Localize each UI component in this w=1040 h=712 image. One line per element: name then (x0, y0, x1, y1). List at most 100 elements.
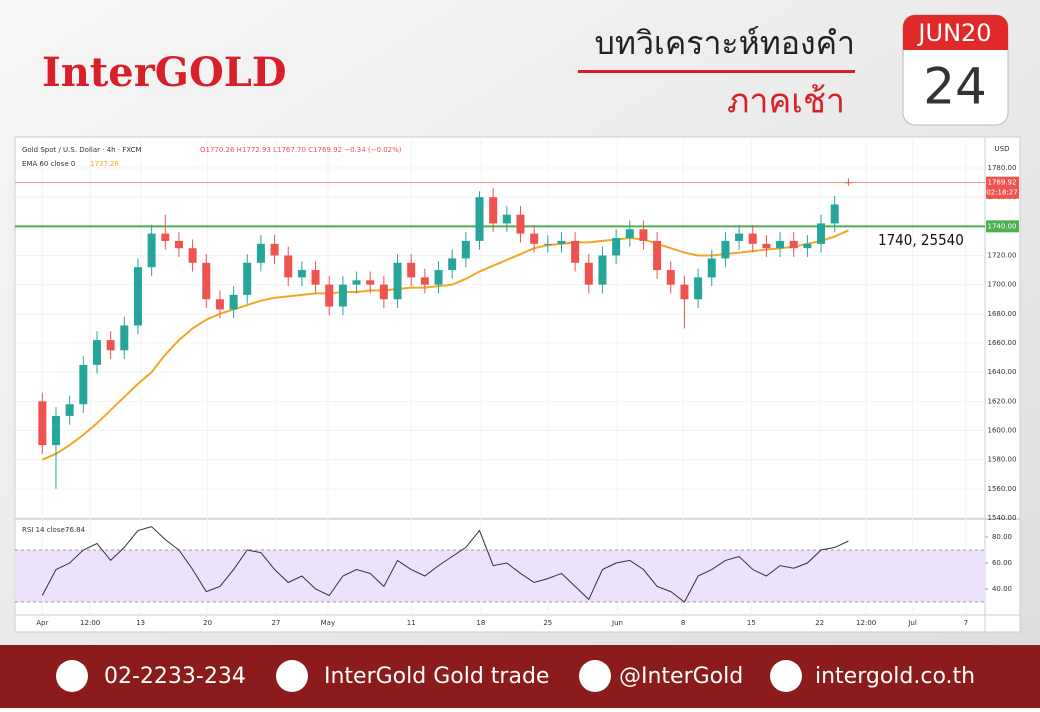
ohlc: O1770.26 H1772.93 L1767.70 C1769.92 −0.3… (200, 146, 402, 154)
symbol: Gold Spot / U.S. Dollar · 4h · FXCM (22, 146, 142, 154)
web-icon (770, 660, 802, 692)
candle-body (461, 240, 470, 259)
candle-body (530, 233, 539, 244)
candle-body (844, 182, 853, 184)
candle-body (502, 214, 511, 224)
y-tick-label: 1660.00 (988, 339, 1017, 347)
line-id: @InterGold (619, 664, 743, 689)
x-tick-label: 15 (747, 619, 756, 627)
candle-body (707, 258, 716, 278)
candle-body (270, 243, 279, 256)
candle-body (489, 197, 498, 224)
candle-body (325, 284, 334, 307)
candle-body (393, 262, 402, 300)
facebook-icon (276, 660, 308, 692)
calendar-day: 24 (923, 58, 987, 116)
candle-body (120, 325, 129, 351)
candle-body (817, 223, 826, 244)
plot: 1540.001560.001580.001600.001620.001640.… (15, 140, 1019, 627)
subtitle: ภาคเช้า (727, 82, 845, 122)
title: บทวิเคราะห์ทองคำ (595, 24, 855, 62)
candle-body (297, 270, 306, 278)
candle-body (174, 240, 183, 249)
x-tick-label: 20 (203, 619, 212, 627)
candle-body (584, 262, 593, 285)
x-tick-label: Apr (36, 619, 48, 627)
y-tick-label: 1580.00 (988, 456, 1017, 464)
candle-body (352, 280, 361, 285)
candle-body (571, 240, 580, 263)
x-tick-label: Jun (611, 619, 623, 627)
candle-body (106, 340, 115, 351)
candle-body (598, 255, 607, 285)
candle-body (721, 240, 730, 259)
rsi-name: RSI 14 close (22, 526, 65, 534)
candle-body (748, 233, 757, 244)
y-tick-label: 1600.00 (988, 427, 1017, 435)
candle-body (147, 233, 156, 268)
rsi-line (41, 526, 849, 603)
candle-body (215, 299, 224, 310)
candle-body (366, 280, 375, 285)
last-price-tag (986, 176, 1019, 199)
candle-body (789, 240, 798, 249)
candle-body (420, 277, 429, 285)
candle-body (311, 270, 320, 285)
title-rule (578, 70, 855, 73)
x-tick-label: 12:00 (856, 619, 876, 627)
candle-body (653, 240, 662, 271)
x-tick-label: 7 (964, 619, 968, 627)
rsi-tick-label: 80.00 (992, 533, 1012, 541)
ema-value: 1737.26 (90, 160, 119, 168)
candle-body (448, 258, 457, 271)
candle-body (543, 243, 552, 245)
candle-body (51, 415, 60, 446)
rsi-tick-label: 40.00 (992, 585, 1012, 593)
facebook: InterGold Gold trade (324, 664, 549, 689)
candle-body (188, 248, 197, 263)
x-tick-label: 25 (543, 619, 552, 627)
y-tick-label: 1620.00 (988, 397, 1017, 405)
x-tick-label: 11 (407, 619, 416, 627)
candle-body (229, 294, 238, 310)
candle-body (639, 229, 648, 241)
candle-body (407, 262, 416, 278)
y-tick-label: 1540.00 (988, 514, 1017, 522)
x-tick-label: Jul (907, 619, 917, 627)
candle-body (65, 404, 74, 416)
ema-line (41, 229, 849, 461)
phone: 02-2233-234 (104, 664, 246, 689)
candle-body (625, 229, 634, 238)
y-tick-label: 1720.00 (988, 252, 1017, 260)
x-tick-label: May (321, 619, 335, 627)
candle-body (516, 214, 525, 234)
candle-body (133, 267, 142, 326)
candle-body (379, 284, 388, 300)
level-label: 1740.00 (988, 222, 1017, 230)
x-tick-label: 22 (815, 619, 824, 627)
rsi-value: 76.84 (65, 526, 86, 534)
y-tick-label: 1560.00 (988, 485, 1017, 493)
brand: InterGOLD (42, 49, 287, 96)
candle-body (434, 270, 443, 285)
candle-body (694, 277, 703, 300)
x-tick-label: 12:00 (80, 619, 100, 627)
line-icon (579, 660, 611, 692)
candle-body (38, 401, 47, 446)
candle-body (92, 340, 101, 365)
candle-body (202, 262, 211, 300)
candle-body (161, 233, 170, 241)
candle-body (475, 197, 484, 241)
x-tick-label: 13 (136, 619, 145, 627)
website: intergold.co.th (815, 664, 975, 689)
countdown: 02:18:27 (986, 189, 1017, 197)
footer (0, 645, 1040, 708)
x-tick-label: 8 (681, 619, 685, 627)
candle-body (762, 243, 771, 249)
currency: USD (995, 145, 1010, 153)
candle-body (284, 255, 293, 278)
candle-body (557, 240, 566, 244)
phone-icon (56, 660, 88, 692)
candle-body (243, 262, 252, 295)
